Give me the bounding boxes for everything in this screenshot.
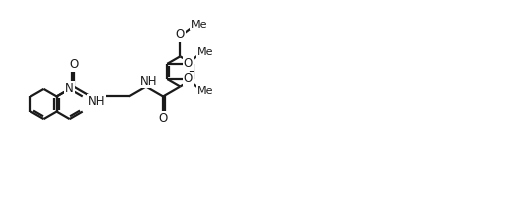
Text: NH: NH bbox=[140, 74, 158, 88]
Text: Me: Me bbox=[197, 47, 213, 57]
Text: O: O bbox=[184, 72, 193, 85]
Text: O: O bbox=[176, 28, 185, 41]
Text: Me: Me bbox=[191, 20, 208, 30]
Text: O: O bbox=[69, 58, 78, 71]
Text: N: N bbox=[65, 82, 74, 95]
Text: O: O bbox=[158, 112, 168, 125]
Text: Me: Me bbox=[197, 86, 213, 96]
Text: O: O bbox=[184, 57, 193, 70]
Text: NH: NH bbox=[88, 95, 105, 108]
